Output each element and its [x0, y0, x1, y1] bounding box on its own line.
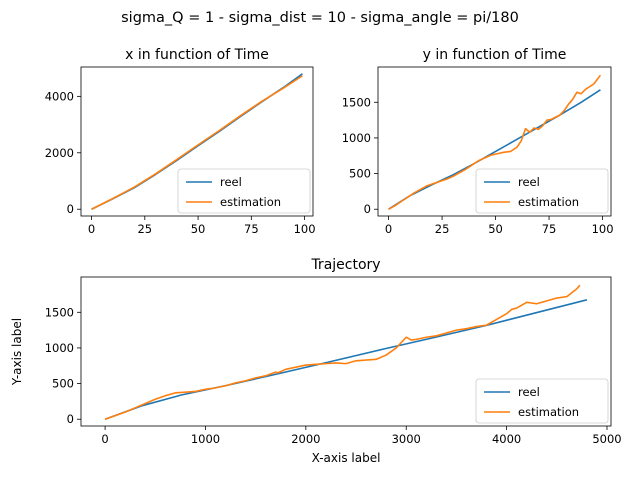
legend: reel estimation: [475, 168, 609, 214]
subplot-x-vs-time: x in function of Time 0 25 50 75 100 0 2000 4000…: [45, 47, 316, 236]
x-axis-label: X-axis label: [312, 451, 381, 465]
x-tick-label: 1000: [191, 432, 220, 446]
y-tick-label: 2000: [45, 146, 74, 160]
axes-frame: [80, 66, 314, 217]
y-tick-label: 500: [52, 377, 74, 391]
y-tick-label: 0: [67, 202, 74, 216]
x-tick-label: 75: [244, 222, 259, 236]
legend: reel estimation: [177, 168, 311, 214]
y-tick-label: 500: [349, 167, 371, 181]
legend: reel estimation: [475, 378, 609, 424]
legend-entry: estimation: [220, 195, 281, 209]
y-tick-label: 1500: [45, 305, 74, 319]
y-tick-label: 0: [67, 412, 74, 426]
x-tick-label: 75: [542, 222, 557, 236]
x-tick-label: 4000: [492, 432, 521, 446]
x-tick-label: 25: [435, 222, 450, 236]
subplot-trajectory: Trajectory 0 1000 2000 3000 4000 5000 0 500 1000 1…: [10, 257, 622, 465]
x-tick-label: 3000: [392, 432, 421, 446]
subplot-title: x in function of Time: [125, 47, 269, 63]
series-line-estimation: [91, 75, 303, 210]
x-tick-label: 5000: [592, 432, 621, 446]
x-tick-label: 100: [294, 222, 316, 236]
y-tick-label: 1000: [342, 131, 371, 145]
y-tick-label: 4000: [45, 89, 74, 103]
legend-entry: reel: [518, 175, 540, 189]
subplot-title: Trajectory: [310, 257, 380, 273]
subplot-title: y in function of Time: [423, 47, 567, 63]
legend-entry: reel: [518, 385, 540, 399]
x-tick-label: 2000: [291, 432, 320, 446]
series-line-estimation: [104, 284, 581, 420]
x-tick-label: 0: [101, 432, 108, 446]
axes-frame: [377, 66, 612, 217]
x-tick-label: 0: [88, 222, 95, 236]
axes-frame: [80, 276, 612, 427]
x-tick-label: 25: [137, 222, 152, 236]
y-tick-label: 0: [364, 202, 371, 216]
series-line-reel: [388, 89, 601, 210]
figure-suptitle: sigma_Q = 1 - sigma_dist = 10 - sigma_an…: [121, 10, 519, 26]
series-line-reel: [104, 299, 588, 420]
y-tick-label: 1000: [45, 341, 74, 355]
x-tick-label: 50: [488, 222, 503, 236]
legend-entry: reel: [220, 175, 242, 189]
legend-entry: estimation: [518, 195, 579, 209]
x-tick-label: 0: [385, 222, 392, 236]
x-tick-label: 50: [191, 222, 206, 236]
legend-entry: estimation: [518, 405, 579, 419]
y-axis-label: Y-axis label: [10, 318, 24, 386]
y-tick-label: 1500: [342, 95, 371, 109]
series-line-estimation: [388, 74, 602, 210]
x-tick-label: 100: [592, 222, 614, 236]
